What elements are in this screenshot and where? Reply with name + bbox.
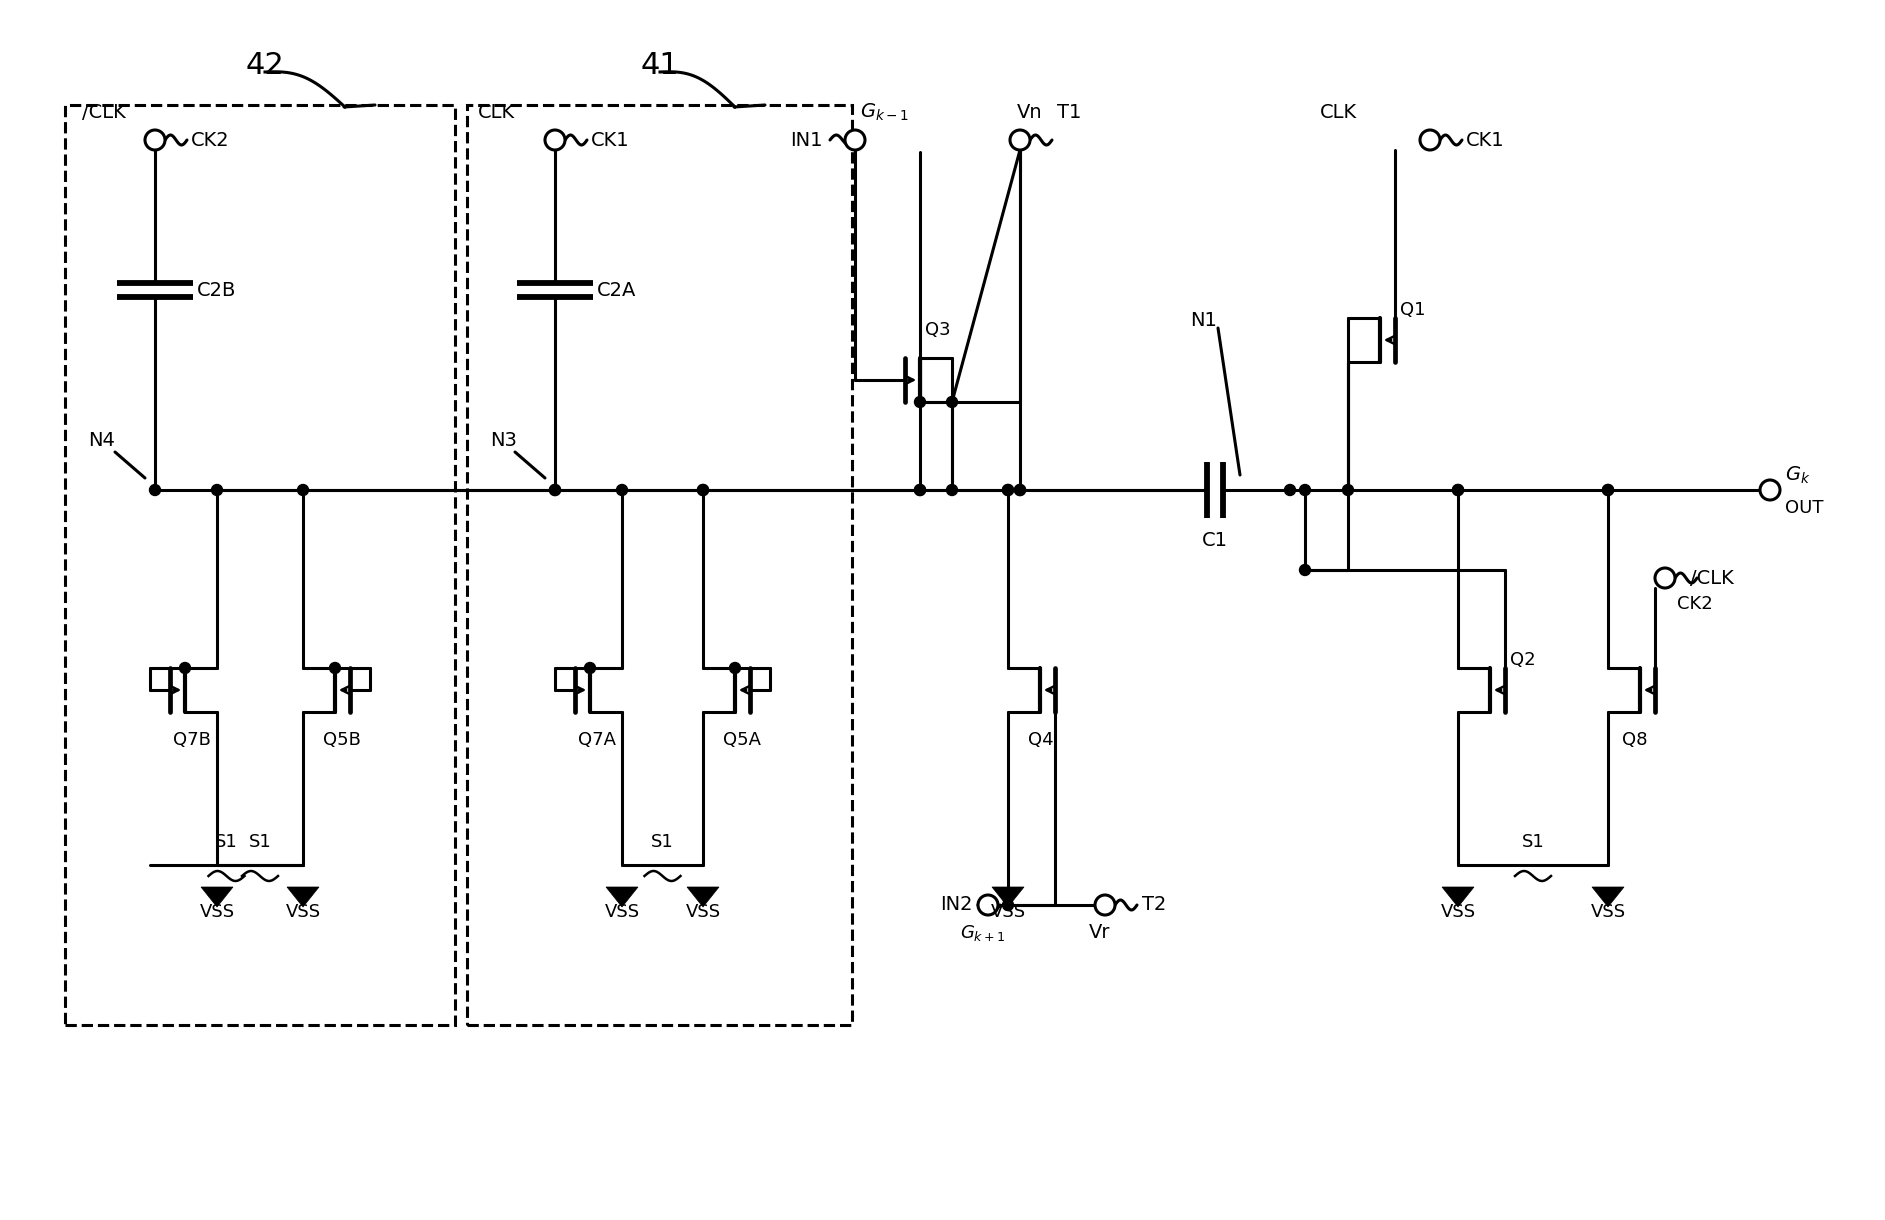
Text: IN2: IN2 bbox=[941, 895, 973, 915]
Text: C2B: C2B bbox=[198, 281, 236, 299]
Text: VSS: VSS bbox=[1440, 903, 1476, 921]
Text: C1: C1 bbox=[1203, 531, 1227, 549]
Text: S1: S1 bbox=[249, 833, 271, 852]
Text: VSS: VSS bbox=[605, 903, 639, 921]
Text: CK1: CK1 bbox=[1467, 131, 1504, 150]
Circle shape bbox=[1453, 484, 1463, 495]
Text: C2A: C2A bbox=[598, 281, 637, 299]
Text: S1: S1 bbox=[1521, 833, 1544, 852]
Circle shape bbox=[729, 662, 741, 673]
Polygon shape bbox=[1593, 887, 1625, 906]
Circle shape bbox=[584, 662, 596, 673]
Text: $G_{k-1}$: $G_{k-1}$ bbox=[860, 101, 909, 123]
Text: VSS: VSS bbox=[285, 903, 320, 921]
Text: Vr: Vr bbox=[1090, 924, 1110, 943]
Text: N3: N3 bbox=[490, 431, 516, 449]
Circle shape bbox=[1602, 484, 1614, 495]
Text: N4: N4 bbox=[89, 431, 115, 449]
Circle shape bbox=[1284, 484, 1295, 495]
Circle shape bbox=[149, 484, 160, 495]
Text: S1: S1 bbox=[650, 833, 673, 852]
Circle shape bbox=[1419, 131, 1440, 150]
Circle shape bbox=[697, 484, 709, 495]
Text: 42: 42 bbox=[245, 50, 285, 79]
Polygon shape bbox=[1442, 887, 1474, 906]
Text: OUT: OUT bbox=[1785, 499, 1823, 517]
Text: Q8: Q8 bbox=[1621, 731, 1647, 749]
Circle shape bbox=[616, 484, 628, 495]
Text: CLK: CLK bbox=[479, 102, 515, 122]
Polygon shape bbox=[605, 887, 637, 906]
Circle shape bbox=[914, 484, 926, 495]
Text: Q2: Q2 bbox=[1510, 651, 1536, 669]
Circle shape bbox=[1003, 484, 1014, 495]
Polygon shape bbox=[287, 887, 319, 906]
Text: IN1: IN1 bbox=[790, 131, 824, 150]
Circle shape bbox=[697, 484, 709, 495]
Text: Q5A: Q5A bbox=[724, 731, 762, 749]
Text: /CLK: /CLK bbox=[1691, 569, 1734, 588]
Polygon shape bbox=[686, 887, 718, 906]
Text: CK2: CK2 bbox=[1678, 595, 1713, 612]
Text: Q5B: Q5B bbox=[322, 731, 360, 749]
Text: VSS: VSS bbox=[200, 903, 234, 921]
Text: Vn: Vn bbox=[1018, 102, 1042, 122]
Circle shape bbox=[914, 484, 926, 495]
Text: VSS: VSS bbox=[990, 903, 1025, 921]
Text: $G_k$: $G_k$ bbox=[1785, 465, 1810, 486]
Circle shape bbox=[179, 662, 190, 673]
Text: /CLK: /CLK bbox=[83, 102, 126, 122]
Polygon shape bbox=[202, 887, 234, 906]
Text: VSS: VSS bbox=[686, 903, 720, 921]
Polygon shape bbox=[992, 887, 1024, 906]
Circle shape bbox=[1095, 895, 1116, 915]
Circle shape bbox=[946, 484, 958, 495]
Circle shape bbox=[1010, 131, 1029, 150]
Text: VSS: VSS bbox=[1591, 903, 1625, 921]
Text: Q3: Q3 bbox=[926, 321, 950, 339]
Circle shape bbox=[550, 484, 560, 495]
Bar bbox=[64, 105, 454, 1025]
Circle shape bbox=[946, 396, 958, 407]
Text: Q7A: Q7A bbox=[579, 731, 616, 749]
Circle shape bbox=[1003, 899, 1014, 910]
Text: CK2: CK2 bbox=[190, 131, 230, 150]
Circle shape bbox=[298, 484, 309, 495]
Circle shape bbox=[1014, 484, 1025, 495]
Text: $G_{k+1}$: $G_{k+1}$ bbox=[959, 924, 1007, 943]
Text: 41: 41 bbox=[641, 50, 679, 79]
Circle shape bbox=[145, 131, 166, 150]
Circle shape bbox=[978, 895, 997, 915]
Bar bbox=[467, 105, 852, 1025]
Circle shape bbox=[1655, 569, 1676, 588]
Circle shape bbox=[1299, 484, 1310, 495]
Text: Q7B: Q7B bbox=[173, 731, 211, 749]
Circle shape bbox=[330, 662, 341, 673]
Circle shape bbox=[1342, 484, 1353, 495]
Text: CLK: CLK bbox=[1320, 102, 1357, 122]
Circle shape bbox=[914, 396, 926, 407]
Text: N1: N1 bbox=[1189, 311, 1218, 329]
Circle shape bbox=[1453, 484, 1463, 495]
Text: S1: S1 bbox=[215, 833, 238, 852]
Circle shape bbox=[211, 484, 222, 495]
Text: T2: T2 bbox=[1142, 895, 1167, 915]
Circle shape bbox=[1014, 484, 1025, 495]
Text: Q4: Q4 bbox=[1027, 731, 1054, 749]
Circle shape bbox=[550, 484, 560, 495]
Text: Q1: Q1 bbox=[1401, 301, 1425, 318]
Circle shape bbox=[545, 131, 566, 150]
Circle shape bbox=[844, 131, 865, 150]
Text: CK1: CK1 bbox=[592, 131, 630, 150]
Circle shape bbox=[1602, 484, 1614, 495]
Circle shape bbox=[1761, 479, 1779, 500]
Circle shape bbox=[1299, 565, 1310, 576]
Text: T1: T1 bbox=[1057, 102, 1082, 122]
Circle shape bbox=[1003, 484, 1014, 495]
